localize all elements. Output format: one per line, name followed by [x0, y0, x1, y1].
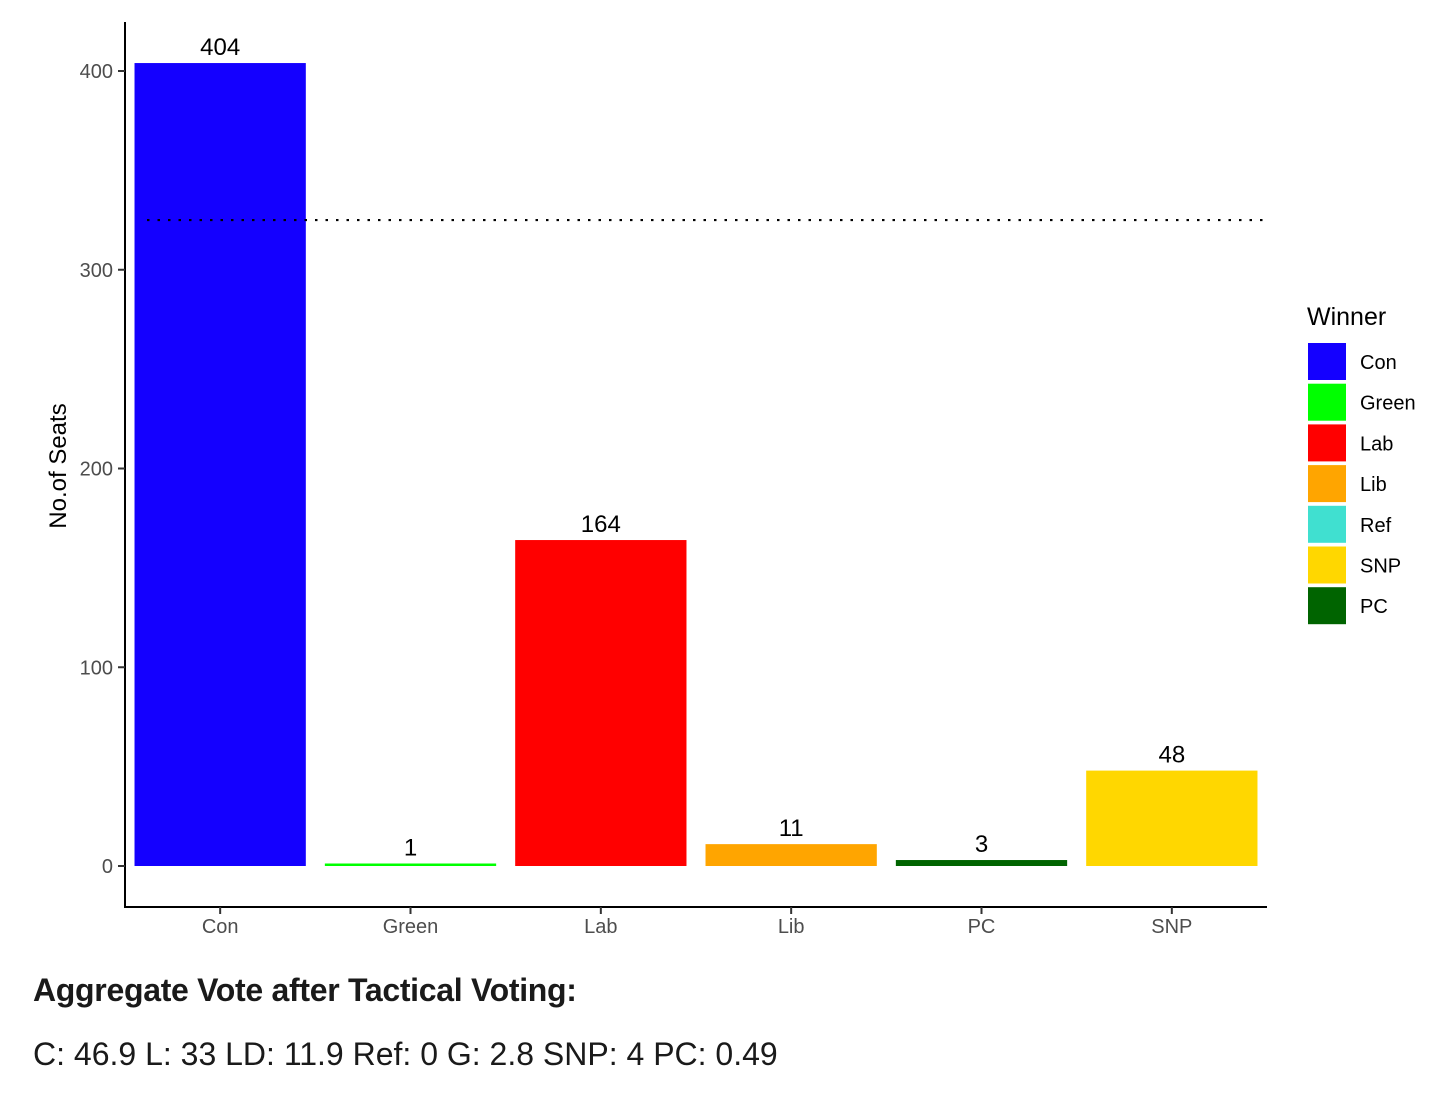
caption-heading: Aggregate Vote after Tactical Voting:: [33, 972, 577, 1008]
bar-label-con: 404: [200, 34, 240, 61]
legend-key-snp: [1308, 546, 1346, 584]
legend-key-lib: [1308, 465, 1346, 503]
y-tick-label: 200: [80, 459, 113, 481]
legend-items: Con Green Lab Lib Ref SNP PC: [1308, 343, 1416, 625]
legend-label-snp: SNP: [1360, 556, 1401, 578]
bar-green: [324, 863, 497, 866]
y-tick-label: 400: [80, 61, 113, 83]
legend-label-con: Con: [1360, 352, 1397, 374]
x-tick-label-con: Con: [202, 916, 239, 938]
legend-key-pc: [1308, 587, 1346, 625]
bar-label-lab: 164: [581, 511, 621, 538]
seat-bar-chart: 0 100 200 300 400 Con Green Lab Lib PC SNP 404 1 16…: [45, 22, 1416, 938]
caption-body: C: 46.9 L: 33 LD: 11.9 Ref: 0 G: 2.8 SNP…: [33, 1036, 778, 1072]
legend-key-ref: [1308, 505, 1346, 543]
x-tick-label-lab: Lab: [584, 916, 617, 938]
legend-title: Winner: [1307, 303, 1386, 331]
bar-label-pc: 3: [975, 831, 988, 858]
x-tick-label-lib: Lib: [778, 916, 805, 938]
legend-label-ref: Ref: [1360, 515, 1392, 537]
x-tick-label-green: Green: [383, 916, 439, 938]
bar-lab: [515, 540, 687, 866]
x-tick-label-pc: PC: [968, 916, 996, 938]
legend-label-green: Green: [1360, 393, 1416, 415]
legend-label-pc: PC: [1360, 596, 1388, 618]
legend-key-lab: [1308, 424, 1346, 462]
bar-label-green: 1: [404, 835, 417, 862]
legend-label-lab: Lab: [1360, 433, 1393, 455]
bar-lib: [705, 844, 877, 866]
bar-label-lib: 11: [779, 815, 804, 842]
y-axis-ticks: 0 100 200 300 400: [80, 61, 125, 878]
legend-key-green: [1308, 383, 1346, 421]
y-tick-label: 100: [80, 657, 113, 679]
bar-data-labels: 404 1 164 11 3 48: [200, 34, 1185, 861]
y-tick-label: 300: [80, 260, 113, 282]
bar-pc: [895, 860, 1068, 866]
y-axis-title: No.of Seats: [45, 403, 72, 528]
bars-group: [134, 63, 1258, 867]
legend-key-con: [1308, 343, 1346, 380]
y-tick-label: 0: [102, 856, 113, 878]
bar-snp: [1086, 770, 1258, 866]
bar-label-snp: 48: [1158, 742, 1185, 769]
x-axis-ticks: Con Green Lab Lib PC SNP: [202, 907, 1192, 938]
x-tick-label-snp: SNP: [1151, 916, 1192, 938]
legend-label-lib: Lib: [1360, 474, 1387, 496]
legend: Winner Con Green Lab Lib Ref SNP PC: [1307, 303, 1416, 625]
bar-con: [134, 63, 306, 867]
